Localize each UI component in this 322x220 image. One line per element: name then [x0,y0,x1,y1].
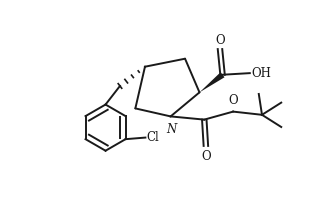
Text: Cl: Cl [147,131,159,144]
Text: OH: OH [251,67,271,80]
Polygon shape [199,72,224,92]
Text: O: O [215,33,225,46]
Text: N: N [166,123,176,136]
Text: O: O [201,150,211,163]
Text: O: O [228,94,238,107]
